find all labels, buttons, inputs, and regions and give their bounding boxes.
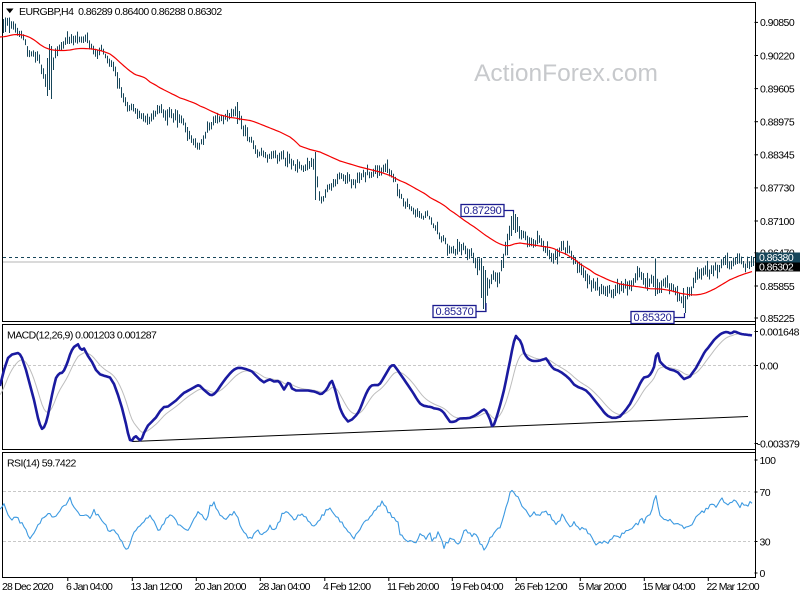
svg-text:30: 30 [760,536,771,548]
svg-text:0.87730: 0.87730 [760,183,795,195]
svg-text:11 Feb 20:00: 11 Feb 20:00 [387,581,439,593]
svg-text:0.86302: 0.86302 [759,262,794,274]
svg-text:RSI(14) 59.7422: RSI(14) 59.7422 [7,458,77,470]
svg-text:MACD(12,26,9) 0.001203 0.00128: MACD(12,26,9) 0.001203 0.001287 [7,330,157,342]
svg-text:4 Feb 12:00: 4 Feb 12:00 [323,581,371,593]
svg-text:-0.003379: -0.003379 [757,438,800,450]
svg-text:0.88345: 0.88345 [760,150,795,162]
svg-text:22 Mar 12:00: 22 Mar 12:00 [707,581,760,593]
svg-text:15 Mar 04:00: 15 Mar 04:00 [643,581,696,593]
svg-text:20 Jan 20:00: 20 Jan 20:00 [195,581,247,593]
svg-text:0.85320: 0.85320 [633,312,671,324]
svg-text:70: 70 [760,487,771,499]
svg-text:5 Mar 20:00: 5 Mar 20:00 [579,581,627,593]
svg-text:0.001648: 0.001648 [760,326,800,338]
svg-text:0.87290: 0.87290 [463,205,501,217]
svg-text:0.90850: 0.90850 [760,17,795,29]
svg-text:EURGBP,H4 0.86289 0.86400 0.8: EURGBP,H4 0.86289 0.86400 0.86288 0.8630… [19,6,222,18]
svg-text:28 Jan 04:00: 28 Jan 04:00 [259,581,311,593]
svg-text:0.85225: 0.85225 [760,313,795,325]
svg-text:13 Jan 12:00: 13 Jan 12:00 [131,581,183,593]
svg-text:0.00: 0.00 [760,360,779,372]
svg-text:ActionForex.com: ActionForex.com [474,60,658,87]
svg-text:0.87100: 0.87100 [760,216,795,228]
svg-text:0.90220: 0.90220 [760,50,795,62]
svg-text:0.85855: 0.85855 [760,281,795,293]
svg-text:100: 100 [760,455,777,467]
svg-text:0.86380: 0.86380 [759,252,794,264]
svg-text:0: 0 [760,568,766,580]
svg-text:6 Jan 04:00: 6 Jan 04:00 [66,581,113,593]
svg-text:0.85370: 0.85370 [435,306,473,318]
svg-text:0.89605: 0.89605 [760,83,795,95]
svg-text:19 Feb 04:00: 19 Feb 04:00 [451,581,504,593]
svg-text:26 Feb 12:00: 26 Feb 12:00 [515,581,568,593]
svg-text:28 Dec 2020: 28 Dec 2020 [2,581,54,593]
svg-text:0.88975: 0.88975 [760,117,795,129]
